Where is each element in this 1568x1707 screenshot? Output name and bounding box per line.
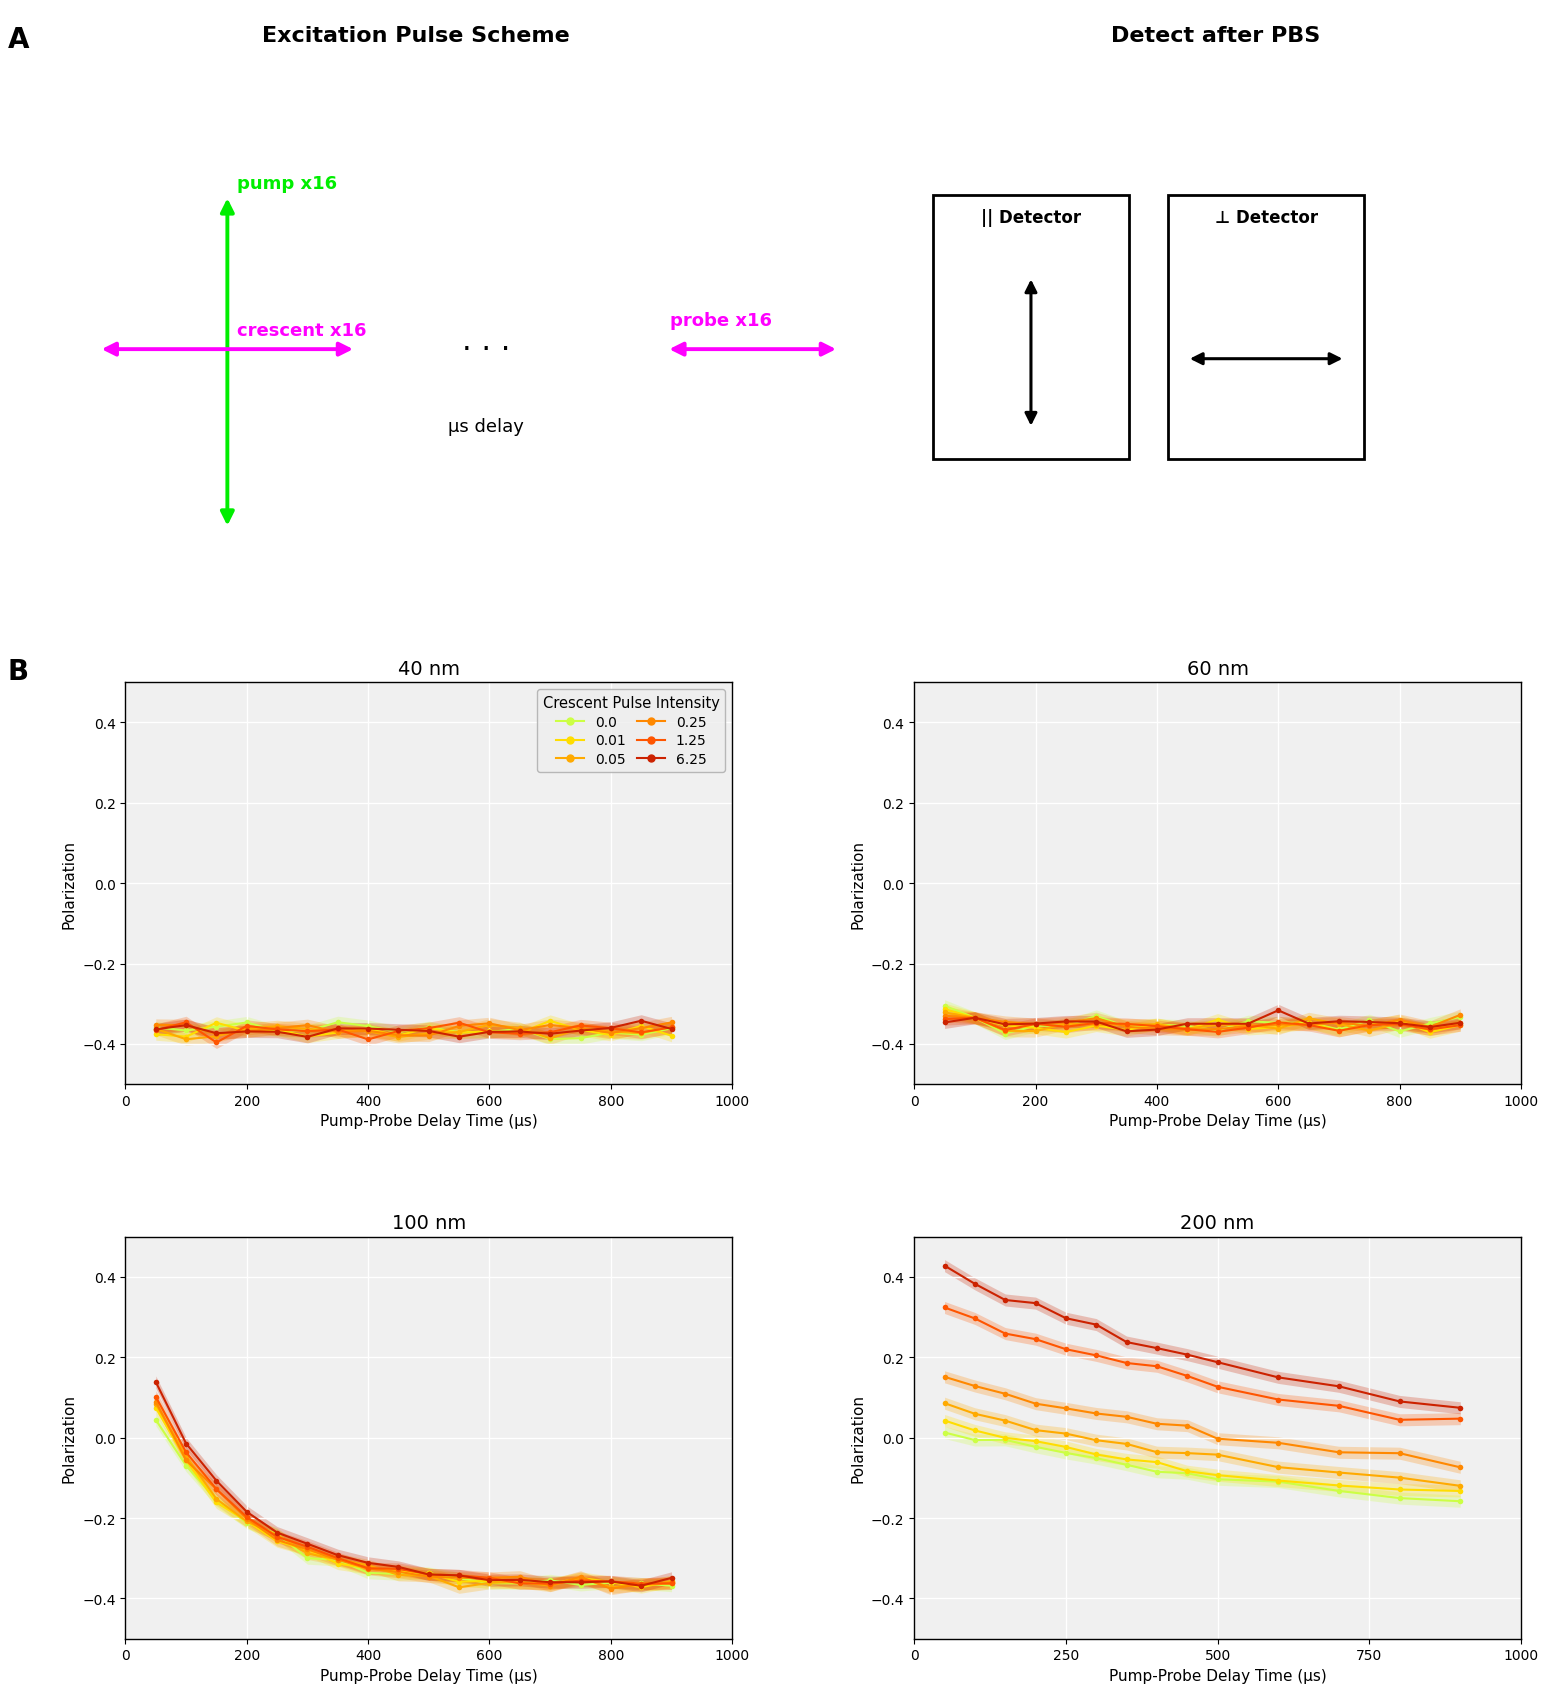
Title: 200 nm: 200 nm (1181, 1214, 1254, 1232)
Y-axis label: Polarization: Polarization (850, 840, 866, 929)
X-axis label: Pump-Probe Delay Time (μs): Pump-Probe Delay Time (μs) (320, 1113, 538, 1128)
Text: · · ·: · · · (463, 336, 510, 364)
Title: 100 nm: 100 nm (392, 1214, 466, 1232)
Text: A: A (8, 26, 30, 53)
Text: pump x16: pump x16 (237, 174, 337, 193)
Text: μs delay: μs delay (448, 418, 524, 435)
Text: B: B (8, 657, 28, 685)
X-axis label: Pump-Probe Delay Time (μs): Pump-Probe Delay Time (μs) (320, 1668, 538, 1683)
Y-axis label: Polarization: Polarization (850, 1393, 866, 1482)
Text: crescent x16: crescent x16 (237, 321, 367, 340)
Title: 60 nm: 60 nm (1187, 659, 1248, 678)
Y-axis label: Polarization: Polarization (61, 840, 77, 929)
Text: || Detector: || Detector (982, 208, 1080, 227)
Title: 40 nm: 40 nm (398, 659, 459, 678)
Legend: 0.0, 0.01, 0.05, 0.25, 1.25, 6.25: 0.0, 0.01, 0.05, 0.25, 1.25, 6.25 (538, 690, 726, 772)
Text: Detect after PBS: Detect after PBS (1110, 26, 1320, 46)
Text: ⊥ Detector: ⊥ Detector (1215, 208, 1317, 227)
Text: Excitation Pulse Scheme: Excitation Pulse Scheme (262, 26, 569, 46)
X-axis label: Pump-Probe Delay Time (μs): Pump-Probe Delay Time (μs) (1109, 1668, 1327, 1683)
X-axis label: Pump-Probe Delay Time (μs): Pump-Probe Delay Time (μs) (1109, 1113, 1327, 1128)
Text: probe x16: probe x16 (670, 311, 771, 329)
Y-axis label: Polarization: Polarization (61, 1393, 77, 1482)
